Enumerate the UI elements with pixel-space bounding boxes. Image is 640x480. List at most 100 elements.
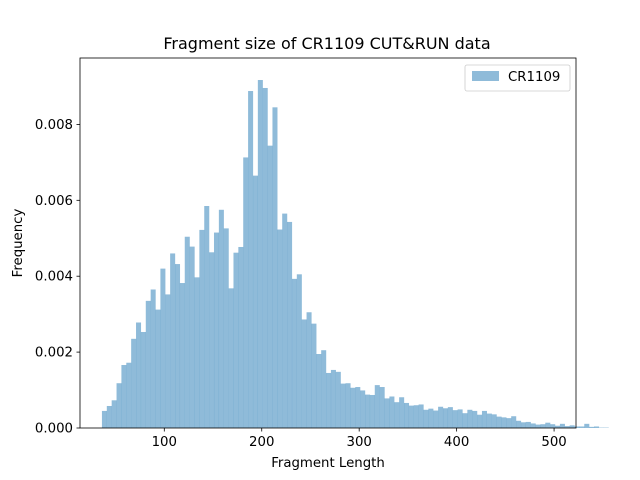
histogram-bar [155,309,161,428]
histogram-bar [199,229,205,428]
histogram-bar [506,418,512,428]
histogram-bar [150,289,156,428]
histogram-bar [194,277,200,428]
x-axis: 100 200 300 400 500 [152,428,567,450]
x-tick-label: 300 [346,435,371,450]
histogram-bar [116,383,122,428]
histogram-bar [433,410,439,428]
histogram-bar [296,274,302,428]
histogram-bar [535,424,541,428]
histogram-bar [170,253,176,428]
histogram-bar [545,422,551,428]
histogram-bar [472,410,478,428]
histogram-bar [408,405,414,428]
histogram-bar [496,416,502,428]
histogram-bar [140,331,146,428]
histogram-bar [589,426,595,428]
histogram-bar [418,404,424,428]
x-tick-label: 400 [444,435,469,450]
histogram-bar [160,268,166,428]
histogram-bar [301,319,307,428]
histogram-bar [101,410,107,428]
histogram-bar [218,209,224,428]
histogram-bar [282,213,288,428]
histogram-bar [272,107,278,428]
histogram-bar [452,410,458,428]
histogram-bar [501,417,507,428]
histogram-bar [481,410,487,428]
histogram-bar [184,236,190,428]
histogram-bar [233,252,239,428]
histogram-bar [316,354,322,428]
histogram-bar [121,365,127,428]
histogram-bar [594,426,600,428]
histogram-bar [252,175,258,428]
histogram-bar [365,394,371,428]
histogram-bar [257,80,263,428]
histogram-bar [486,413,492,428]
histogram-bar [413,405,419,428]
histogram-bar [569,425,575,428]
histogram-bar [579,426,585,428]
histogram-bar [165,294,171,428]
x-tick-label: 200 [249,435,274,450]
histogram-bar [404,402,410,428]
histogram-bar [345,383,351,428]
y-tick-label: 0.006 [35,194,73,209]
histogram-bar [330,369,336,428]
histogram-bar [291,278,297,428]
y-axis: 0.000 0.002 0.004 0.006 0.008 [35,118,80,437]
histogram-bar [530,423,536,428]
y-tick-label: 0.002 [35,346,73,361]
x-tick-label: 100 [152,435,177,450]
histogram-bar [550,424,556,428]
histogram-bar [277,229,283,428]
histogram-bar [442,408,449,428]
histogram-bar [238,246,244,428]
histogram-bar [394,402,400,428]
histogram-bar [106,405,112,428]
histogram-bar [267,145,273,428]
x-axis-label: Fragment Length [271,456,385,471]
histogram-bars [101,80,609,429]
histogram-bar [213,232,220,428]
histogram-bar [379,387,385,428]
histogram-bar [326,372,332,428]
histogram-bar [175,264,181,428]
histogram-bar [525,421,531,428]
histogram-bar [360,390,366,428]
histogram-bar [516,420,522,428]
histogram-bar [389,396,395,428]
legend-swatch [472,71,499,81]
histogram-bar [540,424,546,428]
histogram-bar [350,387,356,428]
histogram-bar [306,312,312,428]
histogram-bar [189,246,195,428]
legend: CR1109 [464,64,571,92]
y-tick-label: 0.004 [35,270,73,285]
histogram-bar [340,383,346,428]
y-tick-label: 0.000 [35,422,73,437]
histogram-bar [321,350,327,428]
histogram-bar [136,322,142,428]
histogram-bar [574,426,580,428]
histogram-bar [423,409,429,428]
histogram-bar [287,221,293,428]
histogram-bar [559,423,565,428]
histogram-bar [111,400,117,428]
chart-title: Fragment size of CR1109 CUT&RUN data [163,34,490,53]
histogram-bar [209,252,215,428]
legend-label: CR1109 [508,70,560,85]
histogram-bar [228,288,234,428]
histogram-bar [126,362,132,428]
histogram-bar [438,406,444,428]
histogram-bar [462,413,468,428]
histogram-bar [457,409,463,428]
histogram-bar [384,398,390,428]
histogram-bar [491,414,497,428]
histogram-bar [520,422,526,428]
histogram-bar [511,416,517,428]
histogram-bar [262,87,268,428]
histogram-bar [428,408,434,428]
histogram-bar [374,385,380,428]
